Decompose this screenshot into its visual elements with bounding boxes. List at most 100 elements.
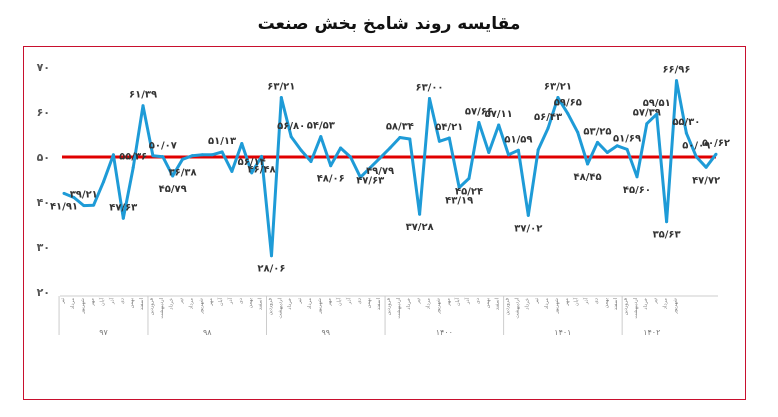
x-tick-label: آبان: [99, 297, 106, 306]
data-label: ۵۷/۱۱: [485, 109, 513, 120]
data-label: ۳۷/۲۸: [406, 222, 434, 233]
x-tick-label: مرداد: [663, 298, 669, 310]
data-point: [102, 180, 106, 184]
x-tick-label: تیر: [534, 297, 540, 304]
x-tick-label: اردیبهشت: [396, 298, 402, 319]
data-label: ۵۰/۶۲: [702, 138, 730, 149]
x-tick-label: دی: [475, 298, 481, 304]
data-point: [329, 164, 333, 168]
y-tick-label: ۳۰: [37, 241, 50, 254]
data-label: ۵۷/۶۶: [465, 107, 493, 118]
data-label: ۴۵/۷۹: [159, 184, 187, 195]
data-point: [279, 96, 283, 100]
x-tick-label: بهمن: [603, 298, 609, 308]
x-tick-label: مرداد: [70, 298, 76, 310]
data-label: ۵۴/۲۱: [435, 122, 463, 133]
data-label: ۴۹/۷۹: [366, 166, 394, 177]
data-label: ۴۱/۹۱: [50, 201, 78, 212]
data-label: ۵۱/۵۹: [504, 134, 532, 145]
data-point: [566, 112, 570, 116]
x-tick-label: مهر: [445, 298, 451, 307]
x-tick-label: فروردین: [149, 297, 155, 315]
x-tick-label: اسفند: [258, 298, 264, 310]
data-point: [595, 140, 599, 144]
data-point: [151, 154, 155, 158]
year-label: ۹۸: [203, 328, 212, 337]
x-tick-label: مرداد: [426, 298, 432, 310]
data-label: ۵۵/۳۶: [119, 152, 147, 163]
data-point: [684, 131, 688, 135]
x-tick-label: آبان: [217, 297, 224, 306]
data-point: [497, 123, 501, 127]
x-tick-label: تیر: [179, 297, 185, 304]
x-tick-label: خرداد: [169, 298, 175, 310]
x-tick-label: اسفند: [139, 298, 145, 310]
data-point: [230, 169, 234, 173]
data-label: ۵۹/۵۱: [643, 98, 671, 109]
data-point: [447, 136, 451, 140]
x-tick-label: شهریور: [435, 298, 441, 315]
data-label: ۴۵/۶۰: [623, 185, 651, 196]
x-tick-label: فروردین: [505, 297, 511, 315]
data-point: [240, 142, 244, 145]
x-tick-label: اردیبهشت: [633, 298, 639, 319]
x-tick-label: تیر: [60, 297, 66, 304]
data-point: [260, 154, 264, 158]
data-point: [615, 144, 619, 148]
data-point: [82, 204, 86, 208]
year-label: ۱۴۰۱: [554, 328, 571, 337]
x-tick-label: آبان: [573, 297, 580, 306]
x-tick-label: مهر: [208, 298, 214, 307]
data-point: [131, 166, 135, 170]
data-point: [62, 191, 66, 195]
x-tick-label: شهریور: [80, 298, 86, 315]
data-label: ۶۳/۲۱: [544, 82, 572, 93]
x-tick-label: اسفند: [376, 298, 382, 310]
data-point: [171, 174, 175, 178]
data-label: ۵۵/۳۰: [672, 117, 700, 128]
x-tick-label: مرداد: [307, 298, 313, 310]
data-point: [378, 156, 382, 160]
data-point: [269, 254, 273, 258]
x-tick-label: اسفند: [613, 298, 619, 310]
data-label: ۶۱/۳۹: [129, 90, 157, 101]
year-label: ۱۴۰۲: [643, 328, 660, 337]
x-tick-label: خرداد: [287, 298, 293, 310]
year-label: ۹۹: [321, 328, 330, 337]
data-label: ۵۶/۸۰: [277, 121, 305, 132]
data-label: ۴۷/۷۲: [692, 175, 720, 186]
y-tick-label: ۲۰: [37, 286, 50, 299]
x-tick-label: آبان: [454, 297, 461, 306]
chart-frame: [23, 46, 746, 400]
chart-title: مقایسه روند شامخ بخش صنعت: [257, 14, 521, 34]
data-point: [605, 151, 609, 154]
data-point: [418, 212, 422, 216]
data-label: ۵۰/۰۷: [149, 141, 177, 152]
data-point: [398, 135, 402, 139]
data-point: [536, 148, 540, 152]
data-point: [526, 213, 530, 217]
data-label: ۴۵/۲۴: [455, 186, 483, 197]
x-tick-label: مهر: [327, 298, 333, 307]
data-point: [319, 135, 323, 139]
data-point: [289, 135, 293, 139]
x-tick-label: فروردین: [386, 297, 392, 315]
data-point: [309, 160, 313, 163]
x-tick-label: اسفند: [495, 298, 501, 310]
year-label: ۱۴۰۰: [436, 328, 453, 337]
data-label: ۵۱/۶۹: [613, 133, 641, 144]
x-tick-label: خرداد: [524, 298, 530, 310]
x-tick-label: فروردین: [267, 297, 273, 315]
data-label: ۴۸/۰۶: [317, 174, 345, 185]
data-point: [694, 155, 698, 159]
data-point: [121, 216, 125, 220]
data-label: ۵۱/۱۳: [208, 136, 236, 147]
x-tick-label: آبان: [336, 297, 343, 306]
data-point: [437, 139, 441, 143]
data-point: [576, 130, 580, 134]
data-point: [487, 151, 491, 154]
data-label: ۳۷/۰۲: [514, 223, 542, 234]
data-point: [635, 175, 639, 179]
x-tick-label: مرداد: [188, 298, 194, 310]
data-point: [368, 166, 372, 170]
